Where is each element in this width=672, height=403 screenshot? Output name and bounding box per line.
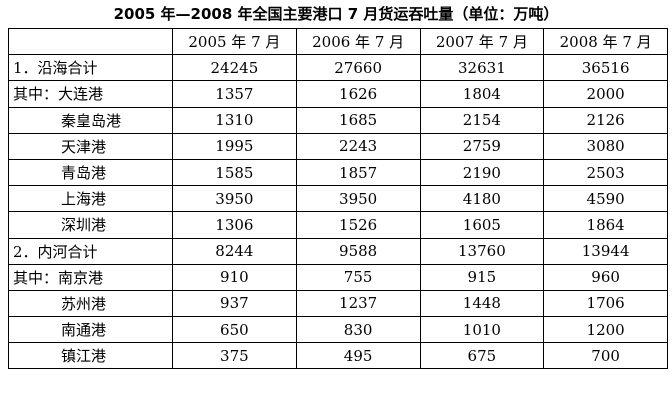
cell-value: 3950 — [172, 185, 297, 213]
cell-value: 2759 — [419, 132, 545, 160]
cell-value: 1585 — [172, 158, 297, 187]
cell-value: 3080 — [543, 132, 668, 160]
cell-value: 1626 — [295, 80, 421, 108]
cell-value: 2243 — [295, 132, 421, 160]
row-label: 其中：大连港 — [8, 80, 173, 108]
row-label: 南通港 — [8, 316, 173, 344]
cell-value: 2000 — [543, 80, 668, 108]
cell-value: 36516 — [543, 54, 668, 82]
row-label: 天津港 — [8, 132, 173, 160]
row-label: 镇江港 — [8, 342, 173, 370]
column-header: 2007 年 7 月 — [419, 27, 545, 56]
table-title: 2005 年—2008 年全国主要港口 7 月货运吞吐量（单位：万吨） — [113, 5, 559, 23]
cell-value: 1310 — [172, 106, 297, 134]
row-label: 上海港 — [8, 185, 173, 213]
cell-value: 2154 — [419, 106, 545, 134]
table-row: 其中：大连港 1357 1626 1804 2000 — [8, 80, 668, 108]
cell-value: 1306 — [172, 211, 297, 239]
cell-value: 2126 — [543, 106, 668, 134]
cell-value: 1857 — [295, 158, 421, 187]
cell-value: 1804 — [419, 80, 545, 108]
row-label: 秦皇岛港 — [8, 106, 173, 134]
row-label: 1．沿海合计 — [8, 54, 173, 82]
cell-value: 1995 — [172, 132, 297, 160]
cell-value: 830 — [295, 316, 421, 344]
table-row: 镇江港 375 495 675 700 — [8, 342, 668, 370]
data-table: 2005 年 7 月 2006 年 7 月 2007 年 7 月 2008 年 7 月… — [8, 27, 668, 370]
table-row: 上海港 3950 3950 4180 4590 — [8, 185, 668, 213]
cell-value: 755 — [295, 263, 421, 291]
cell-value: 8244 — [172, 237, 297, 265]
row-label: 2．内河合计 — [8, 237, 173, 265]
table-row: 其中：南京港 910 755 915 960 — [8, 263, 668, 291]
cell-value: 915 — [419, 263, 545, 291]
table-row: 1．沿海合计 24245 27660 32631 36516 — [8, 54, 668, 82]
cell-value: 1526 — [295, 211, 421, 239]
cell-value: 650 — [172, 316, 297, 344]
cell-value: 1448 — [419, 289, 545, 318]
table-row: 秦皇岛港 1310 1685 2154 2126 — [8, 106, 668, 134]
column-header: 2008 年 7 月 — [543, 27, 668, 56]
cell-value: 700 — [543, 342, 668, 370]
table-row: 苏州港 937 1237 1448 1706 — [8, 289, 668, 318]
cell-value: 1010 — [419, 316, 545, 344]
table-row: 深圳港 1306 1526 1605 1864 — [8, 211, 668, 239]
cell-value: 1357 — [172, 80, 297, 108]
cell-value: 495 — [295, 342, 421, 370]
cell-value: 9588 — [295, 237, 421, 265]
column-header: 2005 年 7 月 — [172, 27, 297, 56]
cell-value: 960 — [543, 263, 668, 291]
row-label: 青岛港 — [8, 158, 173, 187]
cell-value: 13760 — [419, 237, 545, 265]
cell-value: 1200 — [543, 316, 668, 344]
cell-value: 675 — [419, 342, 545, 370]
cell-value: 937 — [172, 289, 297, 318]
row-label: 苏州港 — [8, 289, 173, 318]
table-row: 2．内河合计 8244 9588 13760 13944 — [8, 237, 668, 265]
row-label: 深圳港 — [8, 211, 173, 239]
cell-value: 2190 — [419, 158, 545, 187]
cell-value: 24245 — [172, 54, 297, 82]
column-header: 2006 年 7 月 — [295, 27, 421, 56]
cell-value: 1605 — [419, 211, 545, 239]
cell-value: 4590 — [543, 185, 668, 213]
cell-value: 3950 — [295, 185, 421, 213]
cell-value: 32631 — [419, 54, 545, 82]
header-row: 2005 年 7 月 2006 年 7 月 2007 年 7 月 2008 年 7 月 — [8, 27, 668, 56]
cell-value: 910 — [172, 263, 297, 291]
cell-value: 13944 — [543, 237, 668, 265]
cell-value: 4180 — [419, 185, 545, 213]
table-row: 青岛港 1585 1857 2190 2503 — [8, 158, 668, 187]
cell-value: 375 — [172, 342, 297, 370]
cell-value: 1864 — [543, 211, 668, 239]
cell-value: 1237 — [295, 289, 421, 318]
row-label: 其中：南京港 — [8, 263, 173, 291]
corner-cell — [8, 27, 173, 56]
cell-value: 2503 — [543, 158, 668, 187]
cell-value: 1706 — [543, 289, 668, 318]
cell-value: 27660 — [295, 54, 421, 82]
table-row: 天津港 1995 2243 2759 3080 — [8, 132, 668, 160]
cell-value: 1685 — [295, 106, 421, 134]
table-row: 南通港 650 830 1010 1200 — [8, 316, 668, 344]
